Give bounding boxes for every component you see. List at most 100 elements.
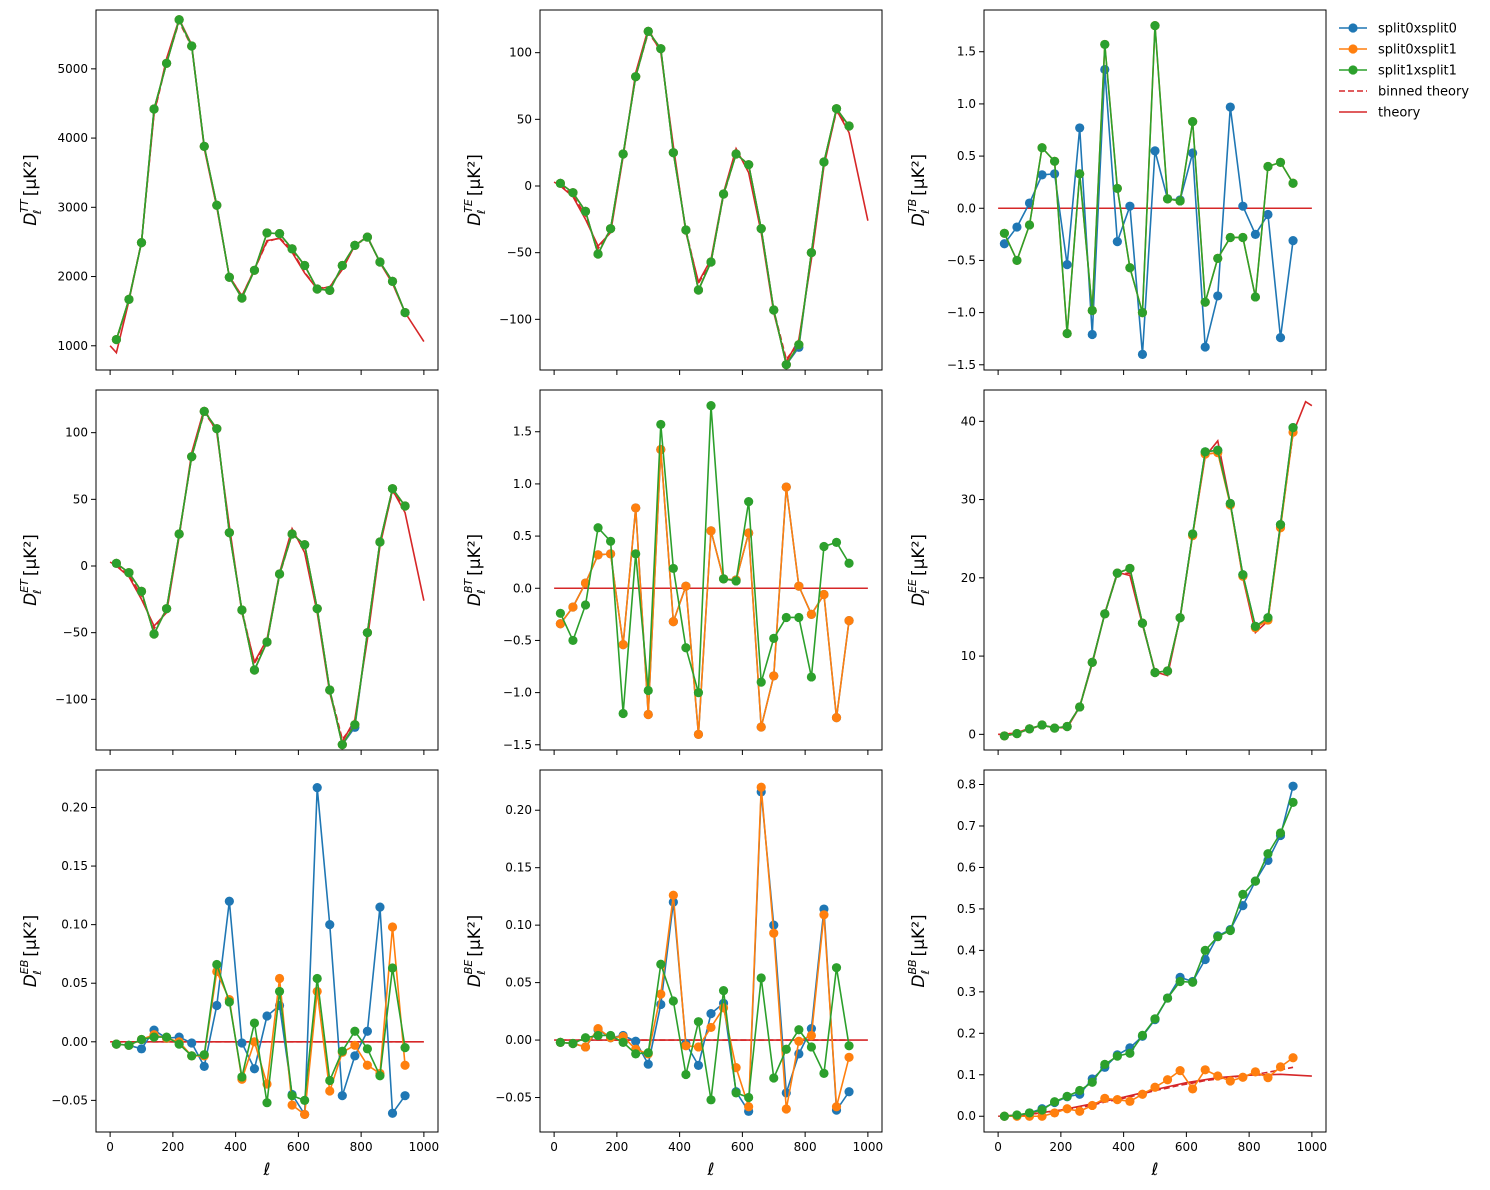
data-point [362, 628, 373, 638]
series-split0xsplit0 [555, 26, 854, 370]
data-point [1288, 236, 1298, 246]
y-tick-label: 0.8 [957, 778, 976, 792]
data-point [844, 121, 854, 131]
data-point [1288, 1053, 1298, 1063]
data-point [844, 1087, 854, 1097]
data-point [1238, 570, 1248, 580]
y-tick-label: 0.6 [957, 860, 976, 874]
data-point [111, 334, 121, 345]
data-point [1250, 621, 1261, 631]
binned-theory-line [559, 30, 850, 362]
x-tick-label: 1000 [409, 1140, 440, 1154]
series-split0xsplit0 [555, 787, 854, 1116]
data-point [362, 1060, 373, 1070]
legend-marker [1348, 23, 1358, 33]
series-split0xsplit1 [555, 26, 854, 370]
legend-item: binned theory [1339, 85, 1469, 100]
data-point [999, 228, 1009, 238]
y-tick-label: 1.0 [957, 97, 976, 111]
data-point [668, 617, 678, 627]
data-point [387, 276, 398, 286]
y-tick-label: 3000 [57, 200, 88, 214]
series-split0xsplit0 [111, 15, 410, 345]
data-point [1213, 253, 1223, 263]
data-point [819, 541, 829, 552]
y-tick-label: −1.5 [503, 738, 532, 752]
theory-line [109, 406, 425, 745]
series-split0xsplit1 [999, 427, 1298, 741]
series-split0xsplit1 [111, 922, 410, 1120]
data-point [1125, 1096, 1135, 1106]
y-tick-label: 0 [524, 179, 532, 193]
data-point [1213, 932, 1223, 942]
data-point [555, 619, 565, 629]
data-point [1250, 292, 1261, 302]
series-line [115, 409, 406, 747]
data-point [124, 568, 134, 578]
x-tick-label: 1000 [853, 1140, 884, 1154]
data-point [1087, 1100, 1097, 1111]
data-point [300, 260, 310, 271]
data-point [1175, 613, 1185, 623]
data-point [287, 529, 297, 539]
data-point [325, 920, 335, 930]
panel-bt: −1.5 −1.0 −0.5 0.0 0.5 1.0 1.5 DBTℓ [μK²] [462, 389, 883, 755]
data-point [656, 419, 666, 430]
data-point [844, 1041, 854, 1051]
data-point [643, 1048, 653, 1058]
x-tick-label: 400 [224, 1140, 247, 1154]
data-point [1125, 263, 1135, 273]
x-tick-label: 800 [794, 1140, 817, 1154]
data-point [593, 1023, 603, 1034]
data-point [1049, 169, 1060, 179]
legend-label: split0xsplit1 [1378, 43, 1457, 58]
panel-tb: −1.5 −1.0 −0.5 0.0 0.5 1.0 1.5 DTBℓ [μK²] [906, 9, 1327, 375]
theory-line [998, 400, 1313, 736]
data-point [819, 1068, 829, 1078]
data-point [631, 503, 641, 513]
y-tick-label: −1.5 [947, 358, 976, 372]
data-point [1125, 563, 1135, 574]
data-point [262, 1098, 272, 1108]
series-split0xsplit1 [111, 15, 410, 345]
data-point [806, 1030, 817, 1041]
series-split1xsplit1 [111, 959, 410, 1108]
data-point [568, 188, 578, 198]
data-point [274, 569, 285, 579]
y-tick-label: 0.05 [505, 976, 532, 990]
data-point [831, 537, 842, 547]
data-point [387, 963, 398, 973]
panel-et: −100 −50 0 50 100 DETℓ [μK²] [18, 389, 439, 755]
y-axis-label: DBTℓ [μK²] [462, 534, 488, 606]
data-point [656, 989, 666, 999]
data-point [668, 148, 678, 158]
series-split0xsplit0 [555, 444, 854, 739]
y-tick-label: 0.20 [61, 800, 88, 814]
series-split0xsplit0 [111, 406, 410, 750]
data-point [136, 1034, 147, 1045]
data-point [999, 1111, 1009, 1121]
data-point [806, 672, 817, 682]
y-tick-label: 0.00 [505, 1033, 532, 1047]
x-tick-label: 600 [287, 1140, 310, 1154]
data-point [1037, 143, 1047, 153]
data-point [1238, 1072, 1248, 1082]
data-point [1250, 229, 1261, 239]
data-point [781, 482, 791, 492]
data-point [568, 602, 578, 612]
data-point [1288, 422, 1298, 433]
data-point [111, 1039, 121, 1049]
data-point [631, 549, 641, 559]
data-point [1125, 1048, 1135, 1058]
y-tick-label: 0.15 [505, 861, 532, 875]
y-tick-label: −0.5 [947, 253, 976, 267]
data-point [287, 1091, 297, 1101]
data-point [111, 558, 121, 568]
data-point [769, 928, 779, 938]
data-point [1225, 232, 1235, 243]
data-point [831, 713, 842, 723]
data-point [706, 1095, 716, 1105]
y-tick-label: −50 [63, 626, 88, 640]
data-point [362, 1044, 373, 1054]
